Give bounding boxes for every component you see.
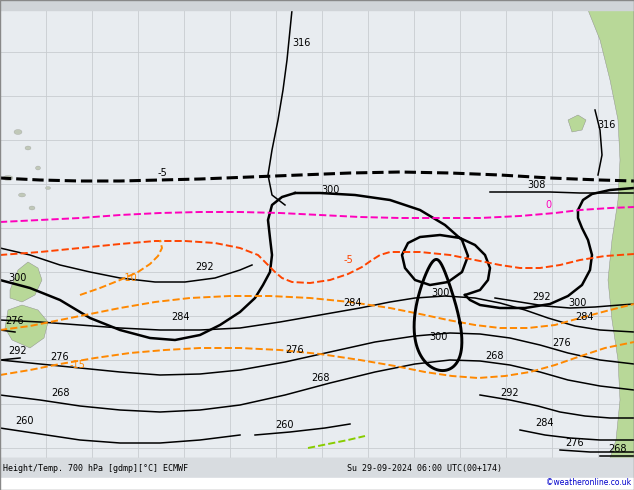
Text: 276: 276 bbox=[552, 338, 571, 348]
Text: 268: 268 bbox=[51, 388, 69, 398]
Text: 292: 292 bbox=[501, 388, 519, 398]
Text: 268: 268 bbox=[485, 351, 503, 361]
Bar bbox=[0, 0, 634, 10]
Text: -10: -10 bbox=[122, 273, 138, 283]
Text: 316: 316 bbox=[597, 120, 616, 130]
Text: 292: 292 bbox=[196, 262, 214, 272]
Text: -15: -15 bbox=[70, 360, 86, 370]
Text: 300: 300 bbox=[429, 332, 447, 342]
Text: 284: 284 bbox=[171, 312, 190, 322]
Text: Height/Temp. 700 hPa [gdmp][°C] ECMWF: Height/Temp. 700 hPa [gdmp][°C] ECMWF bbox=[3, 464, 188, 472]
Ellipse shape bbox=[3, 175, 13, 180]
Text: 268: 268 bbox=[608, 444, 626, 454]
Text: ©weatheronline.co.uk: ©weatheronline.co.uk bbox=[546, 477, 631, 487]
Text: 300: 300 bbox=[568, 298, 586, 308]
Bar bbox=[0, 478, 634, 490]
Text: -5: -5 bbox=[157, 168, 167, 178]
Text: 300: 300 bbox=[321, 185, 339, 195]
Text: 308: 308 bbox=[527, 180, 546, 190]
Ellipse shape bbox=[18, 193, 25, 197]
Text: 268: 268 bbox=[311, 373, 329, 383]
Text: 300: 300 bbox=[8, 273, 27, 283]
Text: 276: 276 bbox=[565, 438, 584, 448]
Ellipse shape bbox=[46, 187, 51, 190]
Text: 284: 284 bbox=[536, 418, 554, 428]
Polygon shape bbox=[10, 262, 42, 302]
Ellipse shape bbox=[29, 206, 35, 210]
Text: 0: 0 bbox=[546, 200, 552, 210]
Text: 316: 316 bbox=[292, 38, 311, 48]
Text: 284: 284 bbox=[575, 312, 593, 322]
Bar bbox=[0, 458, 634, 490]
Ellipse shape bbox=[36, 166, 41, 170]
Text: 292: 292 bbox=[8, 346, 27, 356]
Text: 292: 292 bbox=[533, 292, 552, 302]
Ellipse shape bbox=[14, 129, 22, 134]
Polygon shape bbox=[588, 10, 634, 458]
Text: 276: 276 bbox=[51, 352, 69, 362]
Text: -5: -5 bbox=[343, 255, 353, 265]
Polygon shape bbox=[568, 115, 586, 132]
Text: 284: 284 bbox=[343, 298, 361, 308]
Text: 276: 276 bbox=[286, 345, 304, 355]
Bar bbox=[0, 458, 634, 480]
Text: 276: 276 bbox=[5, 316, 23, 326]
Text: 260: 260 bbox=[276, 420, 294, 430]
Polygon shape bbox=[5, 305, 48, 348]
Text: 300: 300 bbox=[431, 288, 449, 298]
Ellipse shape bbox=[25, 146, 31, 150]
Text: Su 29-09-2024 06:00 UTC(00+174): Su 29-09-2024 06:00 UTC(00+174) bbox=[347, 464, 502, 472]
Text: 260: 260 bbox=[15, 416, 34, 426]
